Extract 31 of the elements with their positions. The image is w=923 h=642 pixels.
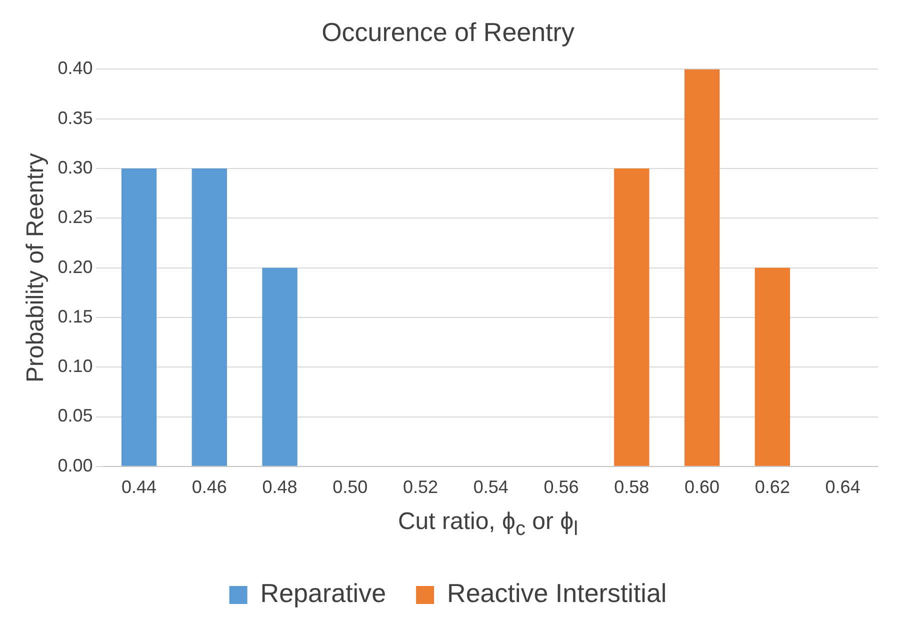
bar bbox=[262, 268, 298, 466]
x-tick-label: 0.64 bbox=[825, 477, 860, 498]
y-tick-label: 0.30 bbox=[58, 157, 93, 178]
x-tick-label: 0.54 bbox=[473, 477, 508, 498]
bar bbox=[754, 268, 790, 466]
chart-title: Occurence of Reentry bbox=[322, 16, 574, 47]
x-tick-label: 0.62 bbox=[754, 477, 790, 498]
bar bbox=[614, 168, 650, 466]
x-tick-label: 0.50 bbox=[332, 477, 368, 498]
x-tick-label: 0.60 bbox=[684, 477, 720, 498]
bar bbox=[121, 168, 157, 466]
y-tick-label: 0.15 bbox=[58, 306, 93, 326]
x-tick-label: 0.58 bbox=[614, 477, 650, 498]
bar bbox=[684, 69, 720, 466]
y-tick-label: 0.35 bbox=[58, 108, 93, 128]
y-tick-label: 0.00 bbox=[58, 455, 93, 476]
y-tick-label: 0.40 bbox=[58, 58, 93, 78]
y-tick-label: 0.20 bbox=[58, 256, 93, 277]
y-tick-label: 0.25 bbox=[58, 207, 93, 228]
y-axis-title: Probability of Reentry bbox=[22, 153, 50, 383]
x-tick-label: 0.44 bbox=[122, 477, 157, 498]
legend-label: Reparative bbox=[260, 578, 386, 608]
x-tick-label: 0.52 bbox=[403, 477, 438, 498]
y-tick-label: 0.10 bbox=[58, 356, 93, 376]
x-tick-label: 0.56 bbox=[544, 477, 579, 498]
y-tick-label: 0.05 bbox=[58, 406, 93, 426]
legend-label: Reactive Interstitial bbox=[447, 578, 667, 608]
bar bbox=[192, 168, 227, 466]
x-tick-label: 0.46 bbox=[192, 477, 227, 498]
x-tick-label: 0.48 bbox=[262, 477, 298, 498]
x-axis-title: Cut ratio, ϕ$_{c}$ or ϕ$_{l}$ bbox=[396, 508, 580, 541]
